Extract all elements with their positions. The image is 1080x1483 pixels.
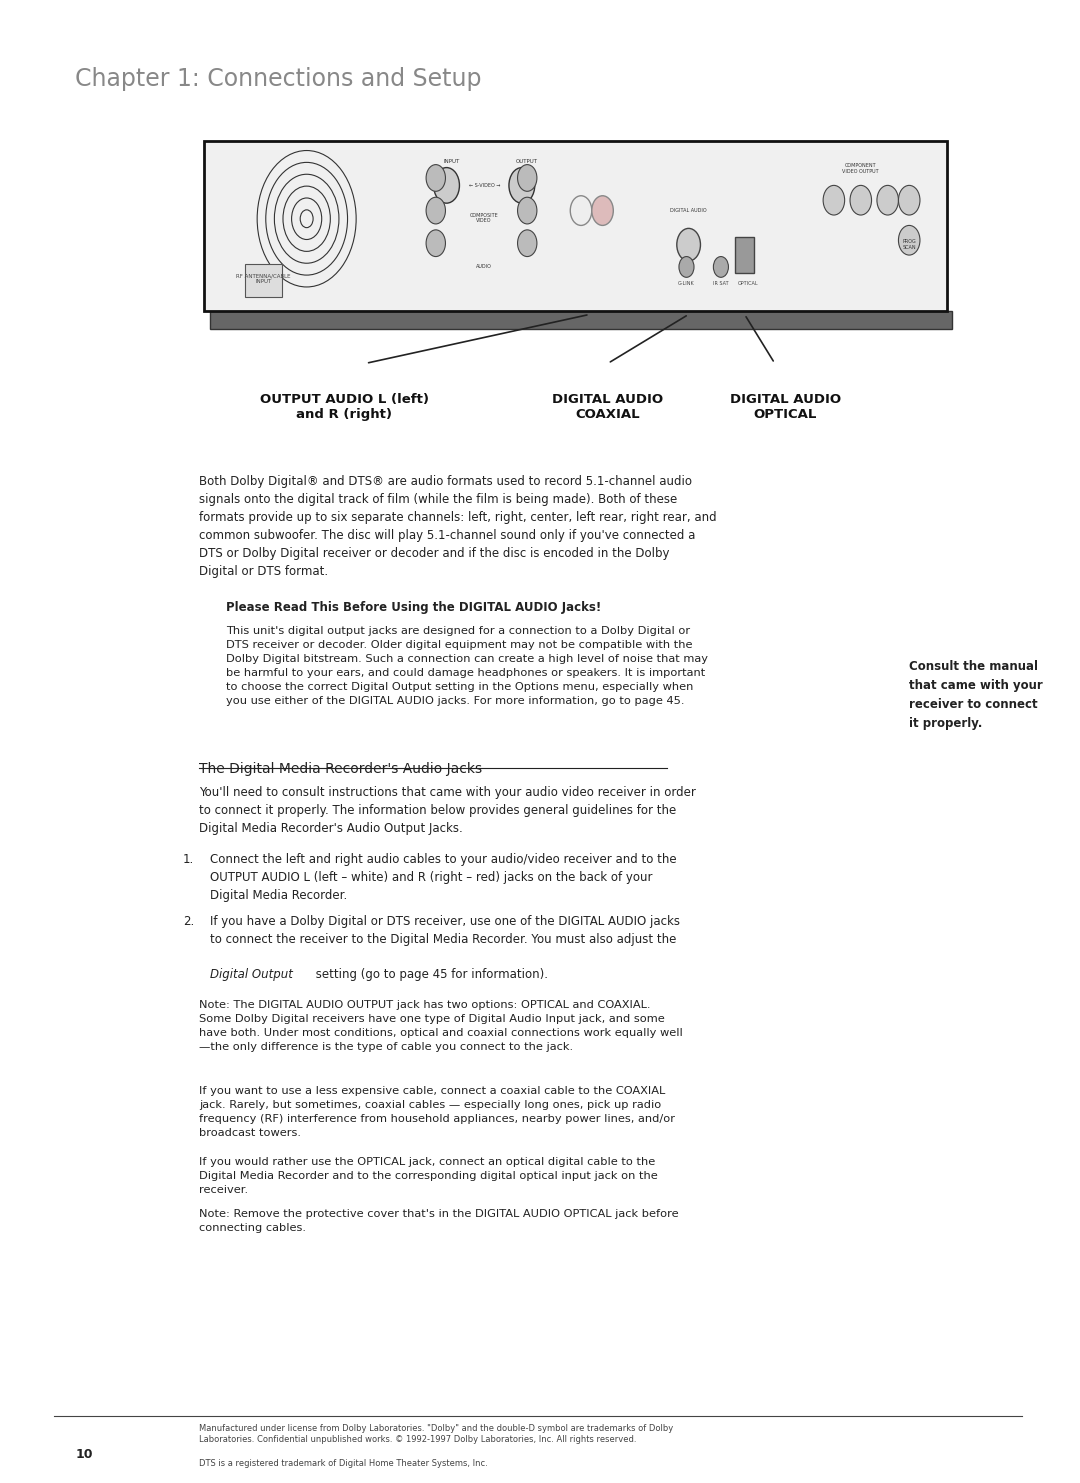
Text: DIGITAL AUDIO: DIGITAL AUDIO (671, 208, 707, 214)
Text: Note: Remove the protective cover that's in the DIGITAL AUDIO OPTICAL jack befor: Note: Remove the protective cover that's… (199, 1209, 678, 1232)
Text: If you want to use a less expensive cable, connect a coaxial cable to the COAXIA: If you want to use a less expensive cabl… (199, 1086, 675, 1137)
Text: Consult the manual
that came with your
receiver to connect
it properly.: Consult the manual that came with your r… (909, 660, 1043, 730)
Text: Connect the left and right audio cables to your audio/video receiver and to the
: Connect the left and right audio cables … (210, 853, 676, 902)
Circle shape (677, 228, 701, 261)
Text: Note: The DIGITAL AUDIO OUTPUT jack has two options: OPTICAL and COAXIAL.
Some D: Note: The DIGITAL AUDIO OUTPUT jack has … (199, 1000, 683, 1051)
Circle shape (899, 185, 920, 215)
Text: INPUT: INPUT (444, 159, 460, 163)
Circle shape (679, 257, 694, 277)
Circle shape (427, 197, 445, 224)
Bar (734, 237, 754, 273)
Text: G-LINK: G-LINK (678, 280, 694, 286)
Bar (245, 264, 282, 297)
Text: 2.: 2. (183, 915, 194, 928)
Circle shape (823, 185, 845, 215)
Text: AUDIO: AUDIO (476, 264, 492, 270)
Text: DIGITAL AUDIO
COAXIAL: DIGITAL AUDIO COAXIAL (552, 393, 663, 421)
Text: Manufactured under license from Dolby Laboratories. "Dolby" and the double-D sym: Manufactured under license from Dolby La… (199, 1424, 673, 1468)
Text: DIGITAL AUDIO
OPTICAL: DIGITAL AUDIO OPTICAL (730, 393, 841, 421)
Text: Chapter 1: Connections and Setup: Chapter 1: Connections and Setup (76, 67, 482, 90)
Circle shape (592, 196, 613, 225)
Text: 1.: 1. (183, 853, 194, 866)
Circle shape (427, 165, 445, 191)
Text: COMPOSITE
VIDEO: COMPOSITE VIDEO (470, 212, 499, 224)
Text: IR SAT: IR SAT (713, 280, 729, 286)
Text: Both Dolby Digital® and DTS® are audio formats used to record 5.1-channel audio
: Both Dolby Digital® and DTS® are audio f… (199, 475, 717, 577)
Text: If you would rather use the OPTICAL jack, connect an optical digital cable to th: If you would rather use the OPTICAL jack… (199, 1157, 658, 1195)
Text: ← S-VIDEO →: ← S-VIDEO → (469, 182, 500, 188)
Text: RF ANTENNA/CABLE
INPUT: RF ANTENNA/CABLE INPUT (237, 273, 291, 285)
Text: This unit's digital output jacks are designed for a connection to a Dolby Digita: This unit's digital output jacks are des… (226, 626, 708, 706)
Text: OPTICAL: OPTICAL (738, 280, 758, 286)
Text: Please Read This Before Using the DIGITAL AUDIO Jacks!: Please Read This Before Using the DIGITA… (226, 601, 602, 614)
Circle shape (570, 196, 592, 225)
Text: COMPONENT
VIDEO OUTPUT: COMPONENT VIDEO OUTPUT (842, 163, 879, 174)
Circle shape (517, 230, 537, 257)
Text: 10: 10 (76, 1447, 93, 1461)
Circle shape (517, 165, 537, 191)
Circle shape (517, 197, 537, 224)
Circle shape (714, 257, 728, 277)
Bar (210, 311, 953, 329)
Bar (204, 141, 947, 311)
Circle shape (899, 225, 920, 255)
Circle shape (509, 168, 535, 203)
Circle shape (434, 168, 459, 203)
Circle shape (427, 230, 445, 257)
Circle shape (877, 185, 899, 215)
Circle shape (850, 185, 872, 215)
Text: If you have a Dolby Digital or DTS receiver, use one of the DIGITAL AUDIO jacks
: If you have a Dolby Digital or DTS recei… (210, 915, 679, 946)
Text: OUTPUT: OUTPUT (516, 159, 538, 163)
Text: You'll need to consult instructions that came with your audio video receiver in : You'll need to consult instructions that… (199, 786, 696, 835)
Text: The Digital Media Recorder's Audio Jacks: The Digital Media Recorder's Audio Jacks (199, 762, 482, 776)
Text: PROG
SCAN: PROG SCAN (902, 239, 916, 251)
Text: OUTPUT AUDIO L (left)
and R (right): OUTPUT AUDIO L (left) and R (right) (260, 393, 429, 421)
Text: Digital Output: Digital Output (210, 968, 293, 982)
Text: setting (go to page 45 for information).: setting (go to page 45 for information). (312, 968, 548, 982)
